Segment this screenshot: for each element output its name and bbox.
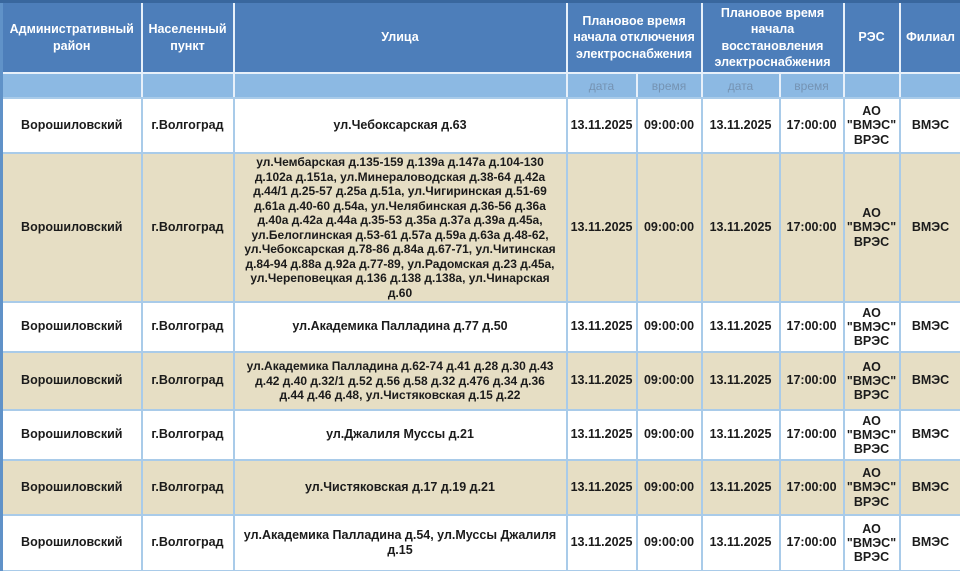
cell-street: ул.Академика Палладина д.77 д.50 <box>232 301 568 354</box>
cell-street: ул.Академика Палладина д.54, ул.Муссы Дж… <box>232 514 568 571</box>
cell-street: ул.Чистяковская д.17 д.19 д.21 <box>232 459 568 517</box>
cell-res: АО "ВМЭС" ВРЭС <box>842 351 901 412</box>
cell-street: ул.Чембарская д.135-159 д.139а д.147а д.… <box>232 151 568 304</box>
col-header-district: Административный район <box>0 0 143 74</box>
subheader-empty-street <box>232 72 568 99</box>
cell-rest-date: 13.11.2025 <box>700 351 781 412</box>
cell-settlement: г.Волгоград <box>140 514 235 571</box>
subheader-row: дата время дата время <box>0 72 960 99</box>
cell-settlement: г.Волгоград <box>140 301 235 354</box>
cell-district: Ворошиловский <box>0 409 143 462</box>
cell-branch: ВМЭС <box>898 459 960 517</box>
cell-street: ул.Академика Палладина д.62-74 д.41 д.28… <box>232 351 568 412</box>
cell-off-time: 09:00:00 <box>635 151 703 304</box>
subheader-restore-date: дата <box>700 72 781 99</box>
cell-branch: ВМЭС <box>898 301 960 354</box>
cell-off-date: 13.11.2025 <box>565 459 638 517</box>
cell-rest-date: 13.11.2025 <box>700 151 781 304</box>
cell-branch: ВМЭС <box>898 409 960 462</box>
col-header-restore-group: Плановое время начала восстановления эле… <box>700 0 845 74</box>
subheader-outage-time: время <box>635 72 703 99</box>
subheader-empty-branch <box>898 72 960 99</box>
cell-rest-time: 17:00:00 <box>778 459 845 517</box>
cell-settlement: г.Волгоград <box>140 409 235 462</box>
col-header-branch: Филиал <box>898 0 960 74</box>
cell-settlement: г.Волгоград <box>140 459 235 517</box>
table-row: Ворошиловский г.Волгоград ул.Академика П… <box>0 351 960 412</box>
cell-off-date: 13.11.2025 <box>565 409 638 462</box>
cell-res: АО "ВМЭС" ВРЭС <box>842 151 901 304</box>
cell-off-date: 13.11.2025 <box>565 151 638 304</box>
cell-off-date: 13.11.2025 <box>565 514 638 571</box>
subheader-restore-time: время <box>778 72 845 99</box>
cell-branch: ВМЭС <box>898 97 960 154</box>
cell-res: АО "ВМЭС" ВРЭС <box>842 409 901 462</box>
cell-district: Ворошиловский <box>0 459 143 517</box>
cell-branch: ВМЭС <box>898 151 960 304</box>
table-row: Ворошиловский г.Волгоград ул.Чистяковска… <box>0 459 960 517</box>
subheader-empty-res <box>842 72 901 99</box>
header-row: Административный район Населенный пункт … <box>0 0 960 74</box>
subheader-outage-date: дата <box>565 72 638 99</box>
cell-rest-date: 13.11.2025 <box>700 409 781 462</box>
cell-off-time: 09:00:00 <box>635 514 703 571</box>
table-row: Ворошиловский г.Волгоград ул.Академика П… <box>0 301 960 354</box>
cell-off-date: 13.11.2025 <box>565 301 638 354</box>
cell-res: АО "ВМЭС" ВРЭС <box>842 301 901 354</box>
cell-district: Ворошиловский <box>0 301 143 354</box>
col-header-res: РЭС <box>842 0 901 74</box>
cell-street: ул.Чебоксарская д.63 <box>232 97 568 154</box>
cell-rest-date: 13.11.2025 <box>700 459 781 517</box>
table-row: Ворошиловский г.Волгоград ул.Чембарская … <box>0 151 960 304</box>
cell-rest-time: 17:00:00 <box>778 351 845 412</box>
table-row: Ворошиловский г.Волгоград ул.Академика П… <box>0 514 960 571</box>
cell-rest-date: 13.11.2025 <box>700 514 781 571</box>
cell-rest-time: 17:00:00 <box>778 97 845 154</box>
cell-settlement: г.Волгоград <box>140 351 235 412</box>
table-row: Ворошиловский г.Волгоград ул.Чебоксарска… <box>0 97 960 154</box>
col-header-settlement: Населенный пункт <box>140 0 235 74</box>
cell-rest-date: 13.11.2025 <box>700 301 781 354</box>
cell-rest-time: 17:00:00 <box>778 151 845 304</box>
cell-off-time: 09:00:00 <box>635 351 703 412</box>
cell-branch: ВМЭС <box>898 351 960 412</box>
cell-settlement: г.Волгоград <box>140 151 235 304</box>
cell-off-time: 09:00:00 <box>635 301 703 354</box>
cell-res: АО "ВМЭС" ВРЭС <box>842 514 901 571</box>
cell-street: ул.Джалиля Муссы д.21 <box>232 409 568 462</box>
col-header-outage-group: Плановое время начала отключения электро… <box>565 0 703 74</box>
cell-district: Ворошиловский <box>0 514 143 571</box>
cell-res: АО "ВМЭС" ВРЭС <box>842 459 901 517</box>
cell-off-time: 09:00:00 <box>635 97 703 154</box>
cell-branch: ВМЭС <box>898 514 960 571</box>
table-row: Ворошиловский г.Волгоград ул.Джалиля Мус… <box>0 409 960 462</box>
subheader-empty-settlement <box>140 72 235 99</box>
cell-rest-time: 17:00:00 <box>778 409 845 462</box>
cell-rest-date: 13.11.2025 <box>700 97 781 154</box>
cell-rest-time: 17:00:00 <box>778 301 845 354</box>
cell-off-time: 09:00:00 <box>635 409 703 462</box>
cell-district: Ворошиловский <box>0 97 143 154</box>
cell-off-time: 09:00:00 <box>635 459 703 517</box>
cell-off-date: 13.11.2025 <box>565 97 638 154</box>
subheader-empty-district <box>0 72 143 99</box>
cell-rest-time: 17:00:00 <box>778 514 845 571</box>
cell-district: Ворошиловский <box>0 351 143 412</box>
cell-off-date: 13.11.2025 <box>565 351 638 412</box>
cell-settlement: г.Волгоград <box>140 97 235 154</box>
cell-district: Ворошиловский <box>0 151 143 304</box>
cell-res: АО "ВМЭС" ВРЭС <box>842 97 901 154</box>
col-header-street: Улица <box>232 0 568 74</box>
